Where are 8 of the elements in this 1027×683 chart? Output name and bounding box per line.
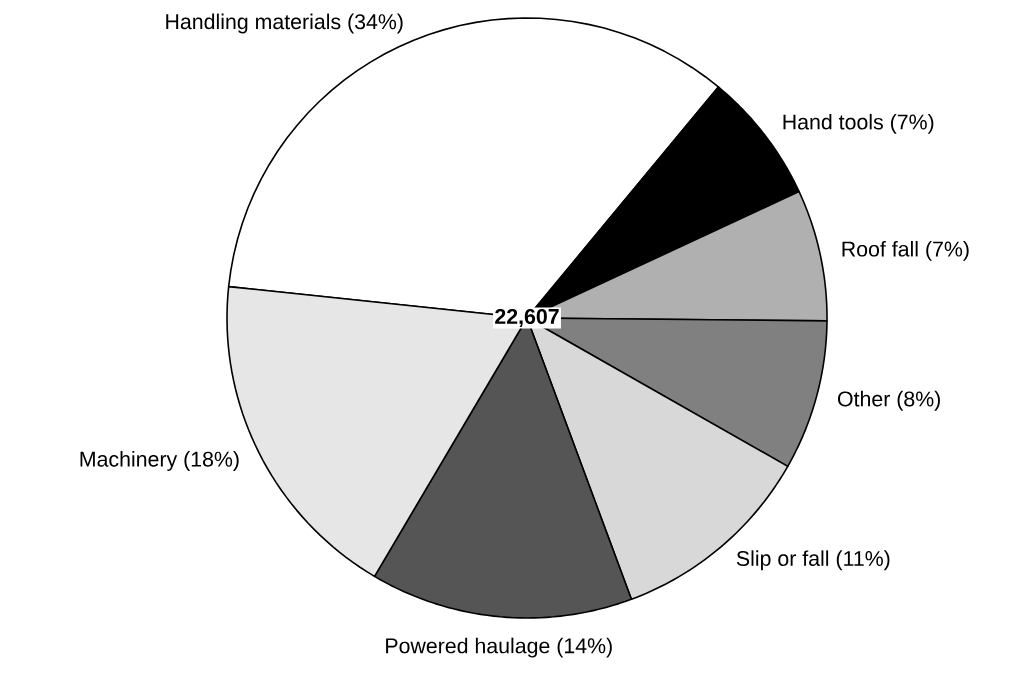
slice-label: Machinery (18%) [80,451,239,471]
slice-label: Hand tools (7%) [783,113,934,134]
slice-label: Powered haulage (14%) [386,637,612,658]
slice-label: Roof fall (7%) [842,240,969,261]
slice-label: Other (8%) [837,390,940,411]
text: 22,607 [495,308,559,328]
slice-label: Slip or fall (11%) [736,550,890,571]
slice-label: Handling materials (34%) [166,13,403,34]
